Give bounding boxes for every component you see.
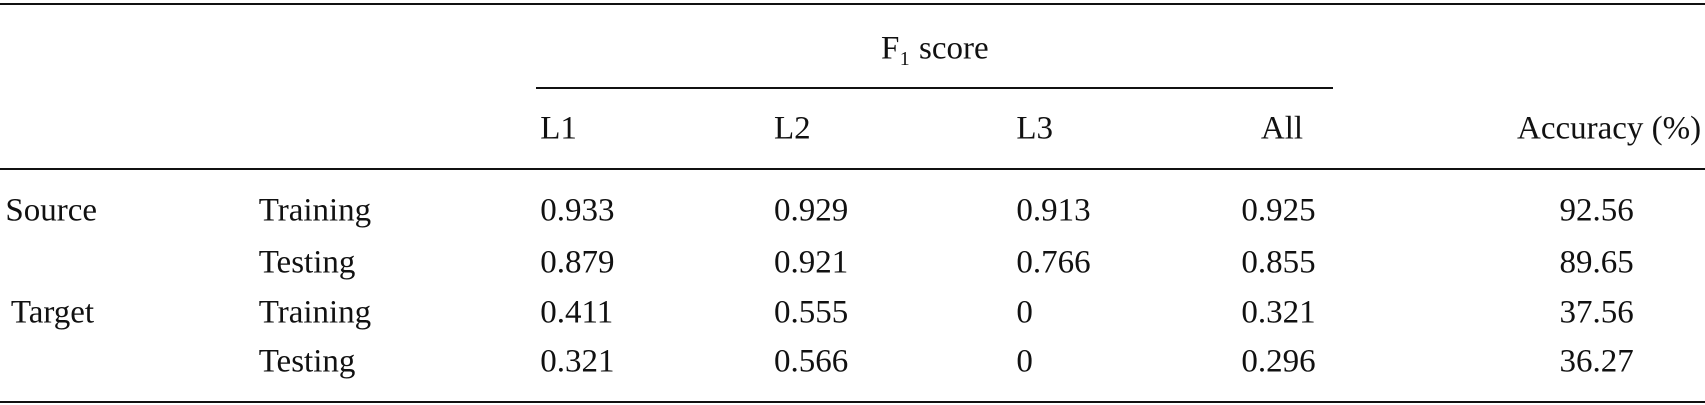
column-header: All [1260,110,1304,147]
split-label: Testing [258,343,356,380]
f1-cell: 0.929 [773,192,849,229]
bottom-rule [0,401,1705,403]
f1-cell: 0.766 [1016,244,1091,281]
f1-cell: 0.296 [1241,343,1316,380]
f1-header: F₁ score [880,30,989,67]
split-label: Testing [258,244,356,281]
f1-cell: 0.879 [540,244,615,281]
f1-cell: 0.855 [1241,244,1316,281]
f1-rule [536,87,1333,89]
split-label: Training [258,294,372,331]
accuracy-cell: 89.65 [1559,244,1634,281]
column-header: L3 [1016,110,1054,147]
f1-cell: 0.925 [1241,192,1316,229]
f1-cell: 0.321 [540,343,615,380]
top-rule [0,3,1705,5]
group-label: Source [5,192,98,229]
f1-cell: 0.913 [1016,192,1091,229]
f1-cell: 0 [1016,294,1033,331]
column-header: L1 [540,110,577,147]
f1-cell: 0.921 [773,244,849,281]
group-label: Target [10,294,95,331]
f1-cell: 0.411 [540,294,614,331]
accuracy-cell: 92.56 [1559,192,1634,229]
accuracy-cell: 36.27 [1559,343,1634,380]
split-label: Training [258,192,372,229]
accuracy-cell: 37.56 [1559,294,1634,331]
header-rule [0,168,1705,170]
column-header: L2 [773,110,811,147]
f1-cell: 0.566 [773,343,849,380]
f1-cell: 0.555 [773,294,849,331]
f1-cell: 0.933 [540,192,615,229]
f1-cell: 0.321 [1241,294,1316,331]
f1-cell: 0 [1016,343,1033,380]
accuracy-header: Accuracy (%) [1517,110,1702,147]
